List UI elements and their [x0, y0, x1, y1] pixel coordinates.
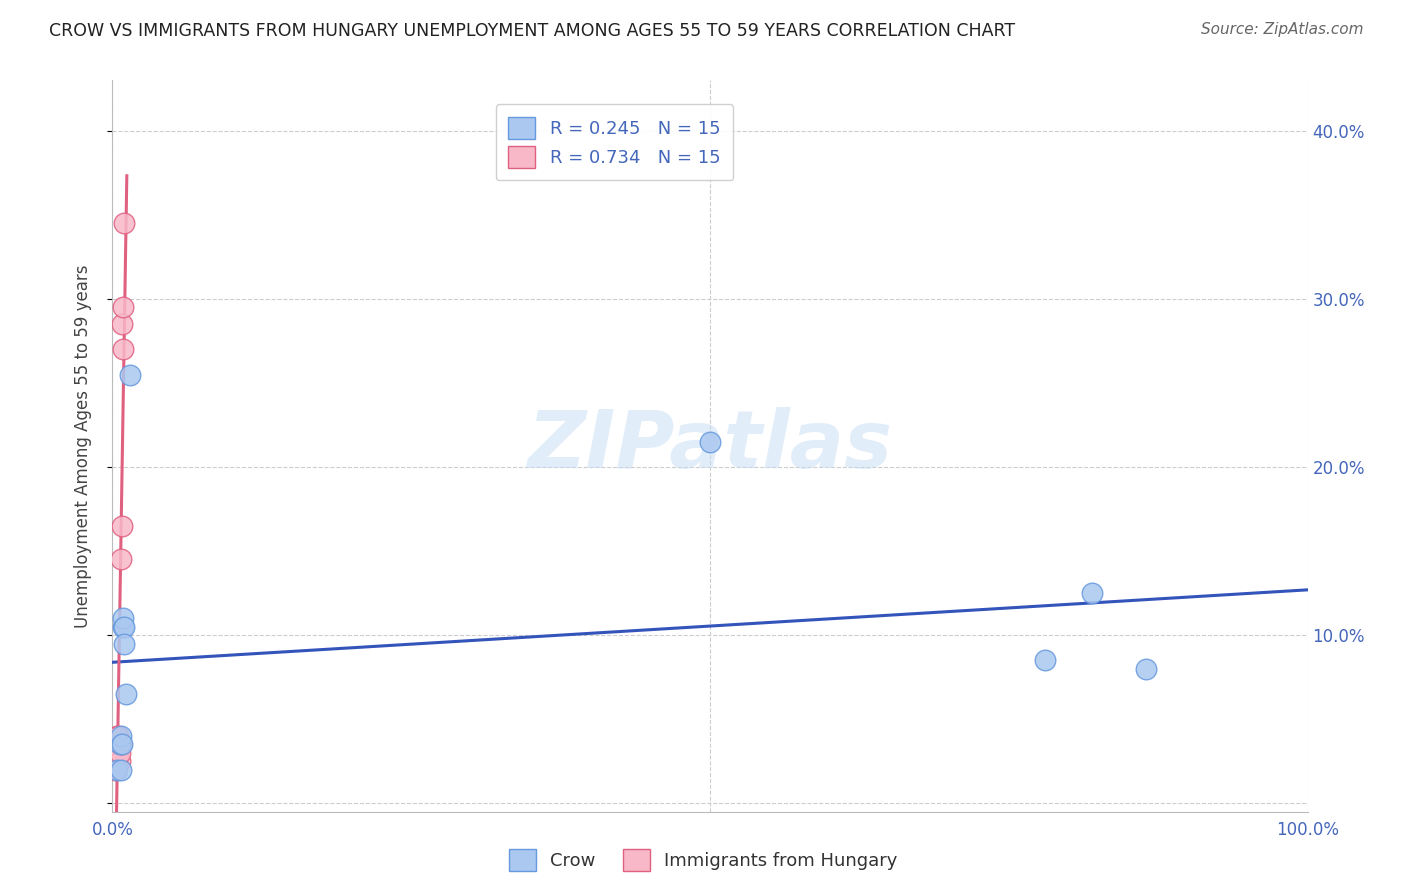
Point — [112, 620, 135, 634]
Point — [114, 216, 135, 230]
Legend: Crow, Immigrants from Hungary: Crow, Immigrants from Hungary — [502, 842, 904, 879]
Point — [105, 729, 128, 743]
Legend: R = 0.245   N = 15, R = 0.734   N = 15: R = 0.245 N = 15, R = 0.734 N = 15 — [496, 104, 733, 180]
Point — [105, 763, 128, 777]
Point — [1033, 653, 1056, 667]
Point — [110, 729, 132, 743]
Point — [105, 754, 128, 768]
Point — [114, 687, 136, 701]
Point — [1135, 662, 1157, 676]
Point — [107, 729, 129, 743]
Y-axis label: Unemployment Among Ages 55 to 59 years: Unemployment Among Ages 55 to 59 years — [73, 264, 91, 628]
Point — [110, 552, 132, 566]
Point — [105, 754, 128, 768]
Point — [107, 746, 129, 760]
Point — [114, 620, 135, 634]
Point — [111, 519, 134, 533]
Point — [699, 434, 721, 449]
Point — [111, 738, 134, 752]
Text: CROW VS IMMIGRANTS FROM HUNGARY UNEMPLOYMENT AMONG AGES 55 TO 59 YEARS CORRELATI: CROW VS IMMIGRANTS FROM HUNGARY UNEMPLOY… — [49, 22, 1015, 40]
Point — [104, 763, 127, 777]
Point — [111, 317, 134, 331]
Point — [110, 763, 132, 777]
Point — [112, 343, 135, 357]
Text: ZIPatlas: ZIPatlas — [527, 407, 893, 485]
Point — [112, 300, 135, 314]
Point — [110, 738, 132, 752]
Point — [108, 754, 131, 768]
Point — [112, 611, 135, 625]
Point — [108, 746, 131, 760]
Point — [108, 738, 131, 752]
Point — [1081, 586, 1104, 600]
Text: Source: ZipAtlas.com: Source: ZipAtlas.com — [1201, 22, 1364, 37]
Point — [120, 368, 142, 382]
Point — [114, 636, 135, 650]
